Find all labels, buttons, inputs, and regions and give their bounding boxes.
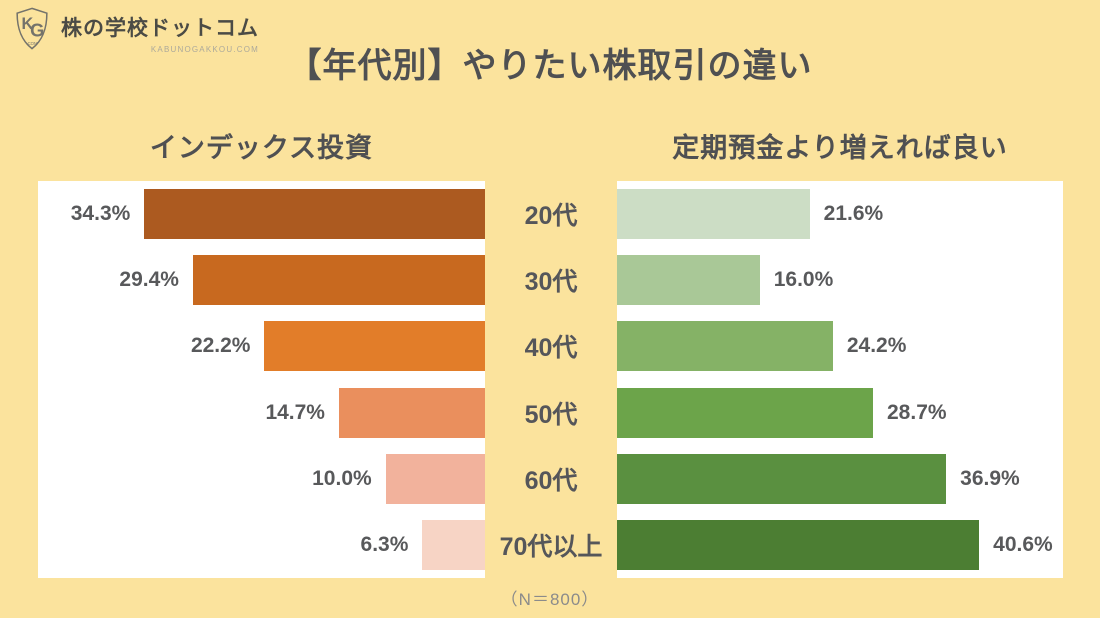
bar-value-label: 10.0% [312,466,372,490]
bar-row: 34.3% [38,181,485,247]
svg-text:G: G [30,21,44,41]
bar-row: 21.6% [617,181,1063,247]
bar-value-label: 22.2% [190,334,251,358]
logo-text: 株の学校ドットコム KABUNOGAKKOU.COM [61,12,259,54]
age-group-label: 60代 [524,466,578,495]
age-group-label: 30代 [524,268,578,297]
bar [617,321,833,372]
bar-row: 29.4% [38,247,485,313]
right-chart-title: 定期預金より増えれば良い [672,133,1008,163]
svg-text:.COM: .COM [26,41,38,46]
left-chart-title: インデックス投資 [149,133,374,163]
bar-row: 28.7% [617,380,1063,446]
bar-value-label: 14.7% [265,400,325,424]
age-group-label: 20代 [524,202,578,231]
bar [617,189,810,240]
age-group-label: 50代 [524,400,578,429]
bar-row: 10.0% [38,446,485,512]
kg-shield-icon: K G .COM [16,7,48,50]
bar-value-label: 36.9% [960,466,1020,490]
bar [617,453,947,504]
bar-row: 16.0% [617,247,1063,313]
bar-value-label: 40.6% [993,532,1053,556]
right-chart-panel: 21.6% 16.0% 24.2% 28.7% 36.9% 40.6% [617,181,1063,578]
left-chart-panel: 34.3% 29.4% 22.2% 14.7% 10.0% 6.3% [38,181,485,578]
bar-value-label: 21.6% [823,202,884,226]
bar [264,321,485,372]
bar [617,255,760,306]
bar-value-label: 6.3% [360,532,409,556]
bar [144,189,485,240]
svg-text:K: K [21,15,33,33]
bar-value-label: 16.0% [773,268,834,292]
age-group-label: 70代以上 [499,532,603,561]
bar-row: 24.2% [617,313,1063,379]
page-title: 【年代別】やりたい株取引の違い [287,47,813,85]
sample-size-note: （N＝800） [500,590,600,609]
bar [617,387,873,438]
bar-value-label: 24.2% [846,334,907,358]
bar [338,387,485,438]
bar-row: 14.7% [38,380,485,446]
bar [422,519,485,570]
bar-value-label: 29.4% [119,268,179,292]
bar-row: 6.3% [38,512,485,578]
bar [192,255,485,306]
age-group-label: 40代 [524,334,578,363]
bar-value-label: 34.3% [70,202,131,226]
bar-row: 36.9% [617,446,1063,512]
age-group-axis: 20代 30代 40代 50代 60代 70代以上 [485,181,617,578]
bar-row: 22.2% [38,313,485,379]
site-logo: K G .COM 株の学校ドットコム KABUNOGAKKOU.COM [10,6,259,54]
bar [617,519,980,570]
bar-row: 40.6% [617,512,1063,578]
logo-domain: KABUNOGAKKOU.COM [150,45,259,54]
logo-name: 株の学校ドットコム [61,17,259,40]
bar [385,453,485,504]
bar-value-label: 28.7% [887,400,947,424]
